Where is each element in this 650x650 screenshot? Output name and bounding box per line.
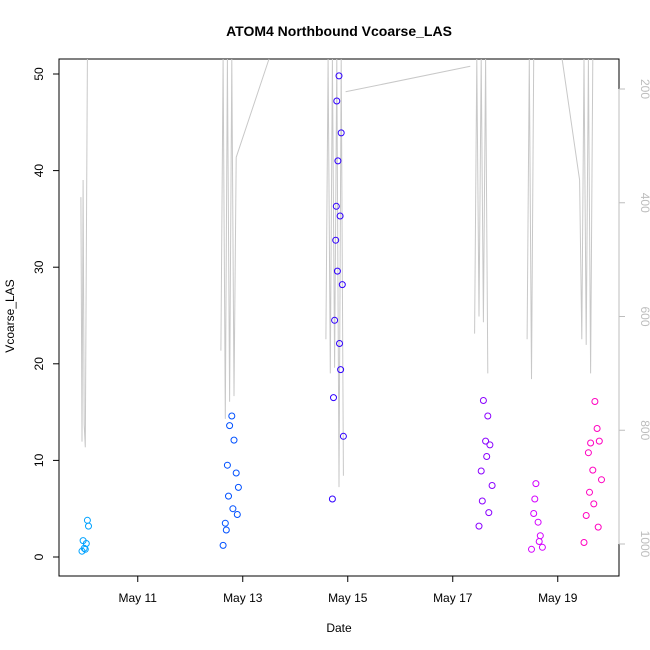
data-point [531,495,539,503]
data-point [229,505,237,513]
y-axis: 0 10 20 30 40 50 [32,67,59,560]
data-point [336,212,344,220]
data-point [485,509,493,517]
data-point [333,97,341,105]
x-axis: May 11 May 13 May 15 May 17 May 19 [119,576,578,605]
y-tick-label: 20 [32,357,46,371]
right-tick-label: 200 [638,79,650,99]
data-point [333,267,341,275]
data-point [536,532,544,540]
data-point [334,157,342,165]
data-point [580,539,588,546]
overlay-line-4 [345,65,471,93]
data-point [219,541,227,549]
data-point [475,522,483,530]
data-point [234,483,242,491]
data-point [535,538,543,545]
overlay-lines [80,58,594,488]
y-tick-label: 0 [32,553,46,560]
y-tick-label: 30 [32,260,46,274]
data-point [483,453,491,460]
data-point [338,281,346,289]
data-point [232,469,240,477]
overlay-line-3 [325,58,344,488]
plot-frame [58,58,620,577]
data-point [335,72,343,80]
data-point [83,516,91,524]
data-point [538,543,546,551]
data-point [332,236,340,244]
data-point [593,425,601,432]
data-point [336,340,343,347]
data-point [595,437,603,445]
x-tick-label: May 13 [223,591,263,605]
right-tick-label: 400 [638,193,650,213]
data-point [332,202,340,210]
data-point [330,394,337,402]
data-point [589,466,597,474]
data-point [223,461,231,469]
data-point [484,412,492,420]
data-point [225,492,232,500]
data-point [228,412,236,420]
data-point [222,526,230,534]
y-tick-label: 50 [32,67,46,81]
data-point [478,497,486,505]
data-point [587,439,595,447]
right-axis: 200 400 600 800 1000 [618,79,650,558]
data-point [598,476,605,484]
data-point [586,488,593,496]
data-point [230,436,238,444]
x-tick-label: May 11 [119,591,158,605]
data-point [221,519,229,527]
y-tick-label: 10 [32,453,46,467]
data-point [482,437,490,445]
data-point [82,540,90,547]
overlay-line-6 [526,58,535,380]
chart-title: ATOM4 Northbound Vcoarse_LAS [226,23,452,39]
data-point [584,449,592,457]
right-tick-label: 800 [638,420,650,440]
data-point [530,510,538,517]
x-tick-label: May 19 [538,591,578,605]
x-tick-label: May 17 [433,591,473,605]
data-point [591,398,599,405]
overlay-line-5 [474,58,489,374]
data-point [78,547,86,555]
data-point [532,480,540,488]
scatter-points [78,72,605,555]
data-point [488,482,496,489]
x-tick-label: May 15 [328,591,368,605]
data-point [233,511,241,518]
overlay-line-7 [561,58,594,374]
data-point [328,495,336,503]
overlay-line-0 [80,58,88,448]
y-tick-label: 40 [32,164,46,178]
data-point [339,432,347,440]
data-point [528,545,535,553]
data-point [479,397,487,404]
data-point [582,512,590,519]
data-point [534,518,542,526]
right-tick-label: 600 [638,306,650,326]
x-axis-title: Date [326,621,352,635]
overlay-line-2 [235,58,270,158]
data-point [337,366,345,374]
data-point [226,422,234,430]
data-point [486,441,494,449]
overlay-line-1 [220,58,237,419]
data-point [594,523,602,531]
data-point [85,522,92,530]
y-axis-title: Vcoarse_LAS [3,279,17,352]
data-point [331,316,339,324]
data-point [337,129,345,137]
data-point [590,500,598,508]
data-point [477,467,485,475]
right-tick-label: 1000 [638,531,650,558]
